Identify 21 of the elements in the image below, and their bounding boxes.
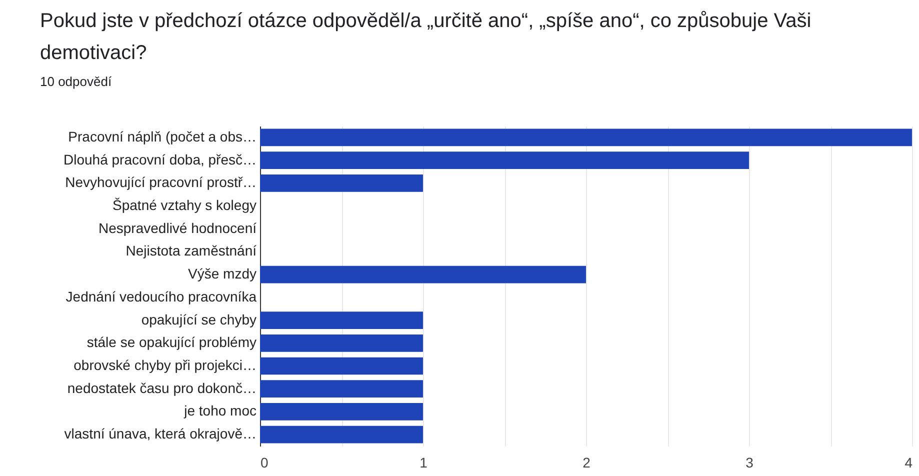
x-tick-label: 1 [420, 454, 428, 470]
y-tick-label: Nejistota zaměstnání [126, 242, 257, 259]
text: 10 odpovědí [40, 74, 112, 89]
y-tick-label: vlastní únava, která okrajově… [64, 426, 256, 442]
y-tick-label: Špatné vztahy s kolegy [112, 197, 256, 213]
x-tick-label: 2 [582, 454, 591, 470]
x-tick-label: 3 [746, 454, 754, 470]
y-tick-label: je toho moc [183, 402, 256, 419]
y-tick-label: Jednání vedoucího pracovníka [66, 288, 257, 304]
y-tick-label: Nevyhovující pracovní prostř… [65, 174, 256, 190]
y-tick-label: Dlouhá pracovní doba, přesč… [64, 151, 256, 168]
y-tick-label: opakující se chyby [141, 311, 256, 328]
x-tick-label: 4 [904, 454, 913, 470]
chart-title: Pokud jste v předchozí otázce odpověděl/a „určitě ano“, „spíše ano“, co způsobuje Vaši demotivaci? [40, 9, 812, 66]
y-tick-label: Pracovní náplň (počet a obs… [68, 128, 256, 144]
y-tick-label: nedostatek času pro dokonč… [67, 380, 256, 396]
y-tick-label: Výše mzdy [188, 266, 256, 282]
y-tick-label: Nespravedlivé hodnocení [98, 220, 257, 236]
x-tick-label: 0 [260, 454, 268, 470]
y-tick-label: stále se opakující problémy [86, 334, 256, 350]
y-tick-label: obrovské chyby při projekci… [74, 357, 256, 373]
